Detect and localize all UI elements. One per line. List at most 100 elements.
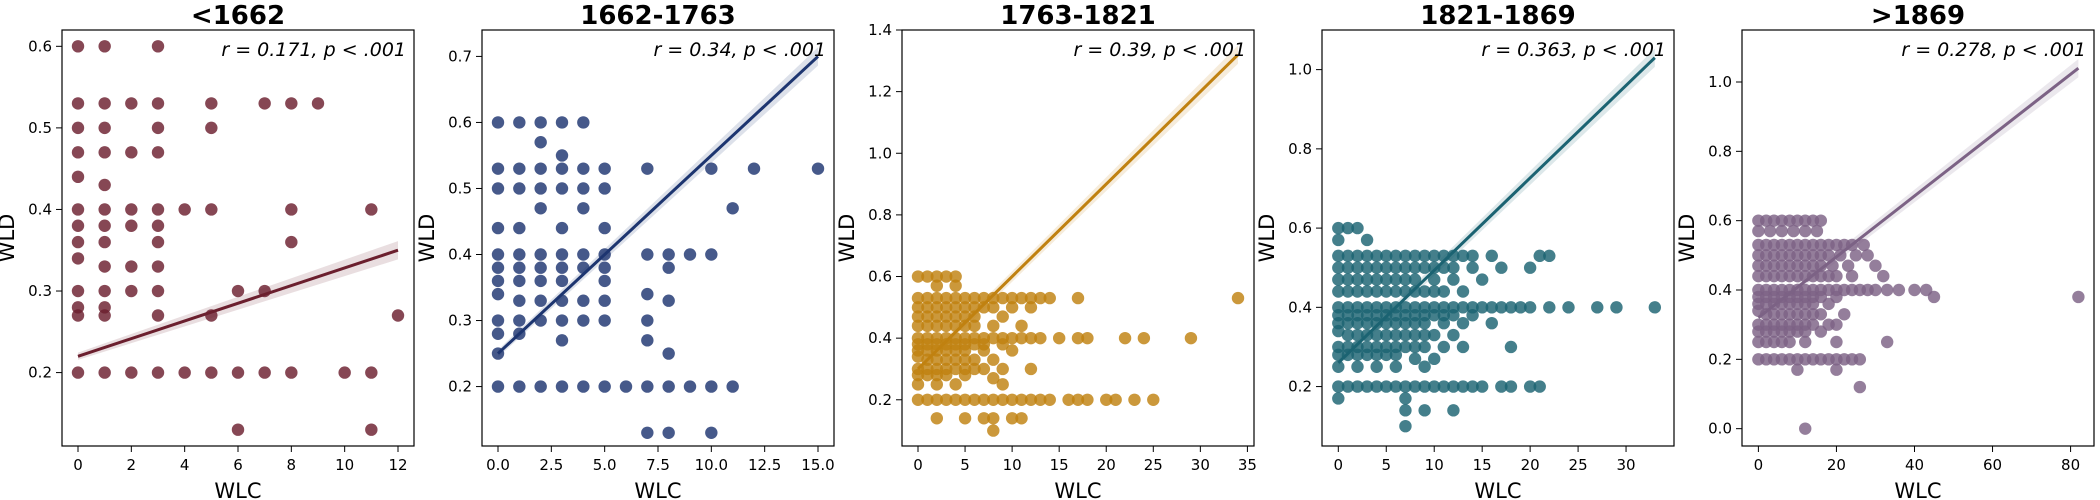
scatter-point xyxy=(555,261,569,274)
scatter-point xyxy=(1332,273,1345,286)
scatter-point xyxy=(921,301,934,314)
scatter-point xyxy=(1408,273,1422,286)
y-tick-label: 0.6 xyxy=(1708,212,1732,230)
scatter-point xyxy=(125,219,138,232)
scatter-point xyxy=(151,121,165,135)
scatter-point xyxy=(1399,380,1412,393)
scatter-point xyxy=(151,260,165,273)
scatter-point xyxy=(1389,348,1403,362)
scatter-point xyxy=(555,274,569,288)
scatter-point xyxy=(930,412,944,425)
x-tick-label: 10 xyxy=(335,456,354,474)
scatter-point xyxy=(1485,316,1498,330)
scatter-point xyxy=(811,162,825,175)
scatter-point xyxy=(151,235,165,249)
scatter-point xyxy=(1332,233,1345,247)
scatter-point xyxy=(1877,269,1890,283)
scatter-point xyxy=(1845,269,1859,283)
scatter-point xyxy=(1360,233,1374,247)
scatter-point xyxy=(911,301,925,314)
axes-frame xyxy=(1321,29,1675,447)
scatter-point xyxy=(1389,285,1403,298)
scatter-point xyxy=(921,270,934,283)
scatter-point xyxy=(968,353,981,366)
scatter-point xyxy=(534,294,547,307)
axes-frame xyxy=(1741,29,2095,447)
scatter-point xyxy=(534,182,547,195)
scatter-point xyxy=(1533,249,1546,263)
scatter-point xyxy=(940,344,953,357)
scatter-point xyxy=(987,393,1000,406)
scatter-point xyxy=(1447,261,1460,274)
scatter-point xyxy=(1399,419,1412,433)
scatter-point xyxy=(987,412,1000,425)
scatter-point xyxy=(555,248,569,261)
scatter-point xyxy=(940,319,953,333)
scatter-point xyxy=(71,235,85,249)
scatter-point xyxy=(949,378,962,391)
x-tick-label: 20 xyxy=(1827,456,1846,474)
scatter-point xyxy=(491,380,505,393)
scatter-point xyxy=(71,252,85,265)
scatter-point xyxy=(987,331,1000,345)
scatter-point xyxy=(705,162,718,175)
subplot-title: 1821-1869 xyxy=(1420,1,1576,31)
scatter-point xyxy=(641,334,654,347)
scatter-point xyxy=(1562,301,1575,314)
y-tick-label: 0.0 xyxy=(1708,420,1732,438)
scatter-point xyxy=(1380,328,1393,342)
scatter-point xyxy=(1351,316,1364,330)
scatter-point xyxy=(71,203,85,216)
scatter-point xyxy=(1351,221,1364,235)
scatter-point xyxy=(641,248,654,261)
x-tick-label: 35 xyxy=(1238,456,1257,474)
scatter-point xyxy=(555,162,569,175)
scatter-point xyxy=(2072,290,2085,304)
scatter-point xyxy=(491,261,505,274)
scatter-point xyxy=(1071,331,1085,345)
scatter-point xyxy=(1763,224,1777,238)
scatter-point xyxy=(1418,261,1431,274)
scatter-point xyxy=(98,97,111,110)
scatter-point xyxy=(996,393,1009,406)
scatter-point xyxy=(151,366,165,379)
scatter-point xyxy=(968,310,981,323)
scatter-point xyxy=(1052,331,1066,345)
scatter-point xyxy=(1428,352,1441,366)
scatter-point xyxy=(619,380,633,393)
scatter-point xyxy=(1015,393,1028,406)
scatter-point xyxy=(1610,301,1623,314)
scatter-point xyxy=(705,426,718,439)
scatter-point xyxy=(930,279,944,292)
x-tick-label: 30 xyxy=(1191,456,1210,474)
scatter-point xyxy=(1408,285,1422,298)
scatter-point xyxy=(1437,285,1451,298)
subplot-title: 1662-1763 xyxy=(580,1,736,31)
y-axis-label: WLD xyxy=(1255,214,1279,263)
scatter-point xyxy=(598,182,611,195)
scatter-point xyxy=(534,116,547,129)
scatter-point xyxy=(1437,340,1451,354)
scatter-point xyxy=(949,270,962,283)
scatter-point xyxy=(940,310,953,323)
x-tick-label: 4 xyxy=(180,456,190,474)
scatter-point xyxy=(1341,221,1355,235)
scatter-point xyxy=(1591,301,1604,314)
scatter-point xyxy=(534,202,547,215)
scatter-point xyxy=(1869,259,1882,272)
x-tick-label: 10 xyxy=(1003,456,1022,474)
scatter-point xyxy=(1389,273,1403,286)
y-axis-label: WLD xyxy=(415,214,439,263)
scatter-point xyxy=(662,380,675,393)
scatter-point xyxy=(1791,363,1804,376)
y-tick-label: 0.4 xyxy=(28,200,52,218)
scatter-point xyxy=(1533,380,1546,393)
scatter-point xyxy=(534,136,547,149)
scatter-point xyxy=(1752,224,1765,238)
x-tick-label: 25 xyxy=(1144,456,1163,474)
scatter-point xyxy=(641,380,654,393)
scatter-point xyxy=(930,270,944,283)
scatter-point xyxy=(940,301,953,314)
scatter-point xyxy=(1428,273,1441,286)
scatter-point xyxy=(949,310,962,323)
